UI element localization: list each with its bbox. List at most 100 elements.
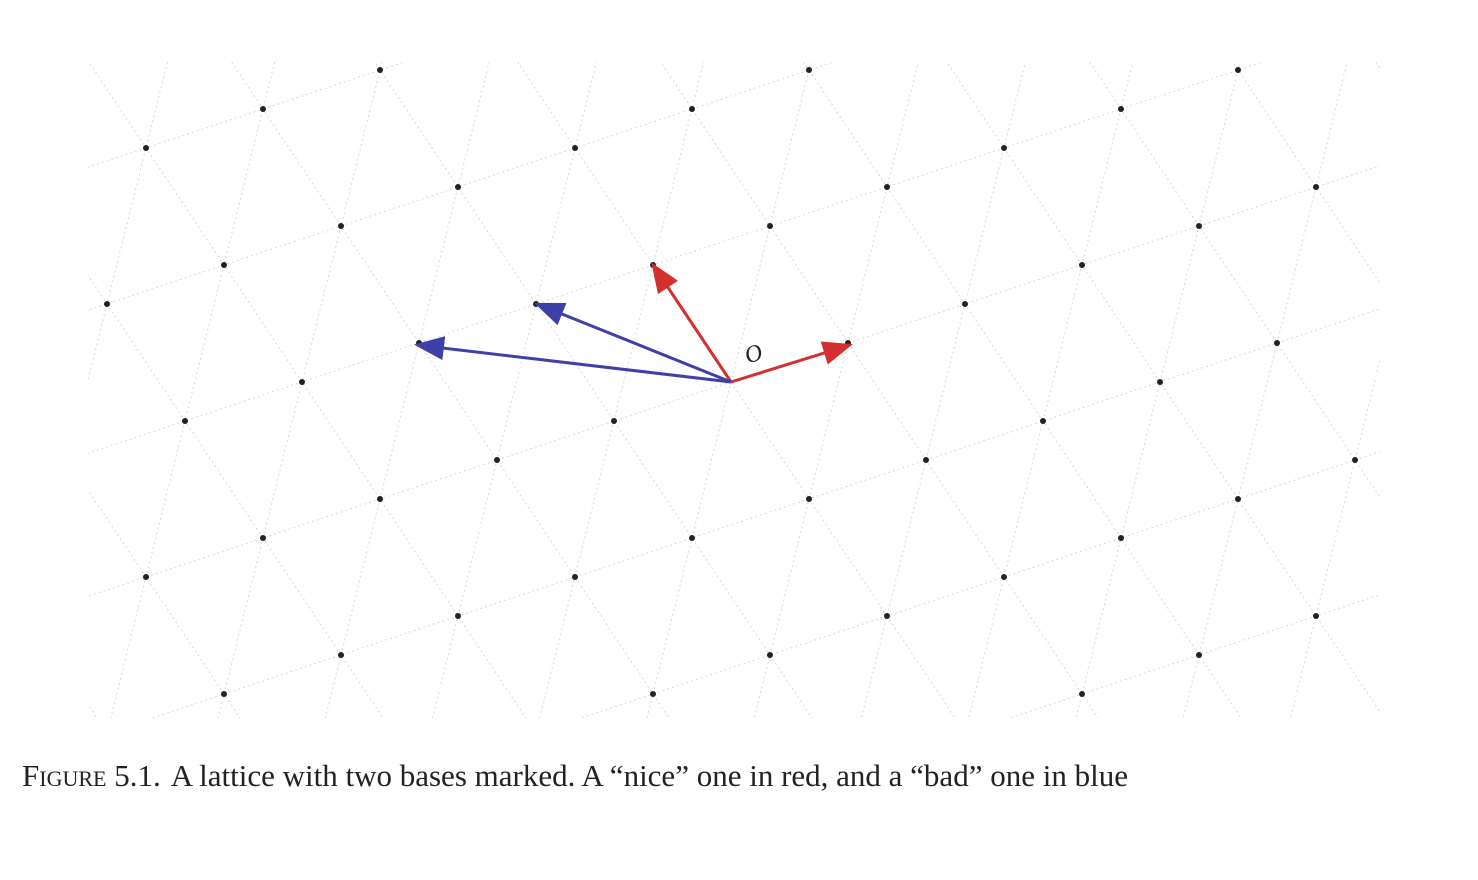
- blue-basis-vector: [534, 302, 732, 384]
- grid-line: [517, 62, 956, 718]
- lattice-point: [1157, 379, 1163, 385]
- lattice-points: [104, 67, 1358, 697]
- red-basis-vector: [651, 262, 733, 383]
- grid-line: [0, 0, 1478, 740]
- lattice-point: [338, 652, 344, 658]
- lattice-point: [1352, 457, 1358, 463]
- grid-line: [0, 0, 1478, 740]
- grid-line: [0, 538, 1478, 740]
- grid-line: [88, 165, 1380, 597]
- lattice-point: [143, 574, 149, 580]
- grid-line: [0, 70, 1478, 740]
- grid-line: [1182, 62, 1348, 718]
- grid-line: [324, 62, 490, 718]
- grid-line: [1472, 0, 1478, 740]
- grid-line: [0, 655, 1478, 740]
- grid-line: [0, 0, 1478, 740]
- grid-line: [88, 703, 98, 718]
- lattice-figure: O: [0, 0, 1478, 740]
- grid-line: [0, 0, 1478, 226]
- grid-line: [860, 62, 1027, 718]
- lattice-point: [650, 691, 656, 697]
- caption: Figure 5.1. A lattice with two bases mark…: [22, 752, 1442, 800]
- grid-line: [1004, 0, 1478, 740]
- lattice-point: [1313, 613, 1319, 619]
- lattice-point: [1196, 223, 1202, 229]
- grid-line: [1375, 62, 1380, 70]
- caption-text: A lattice with two bases marked. A “nice…: [170, 758, 1128, 793]
- lattice-point: [260, 535, 266, 541]
- grid-line: [0, 0, 1478, 109]
- grid-line: [0, 0, 1478, 226]
- grid-line: [0, 0, 1478, 740]
- grid-line: [803, 62, 1242, 718]
- lattice-point: [377, 67, 383, 73]
- lattice-point: [143, 145, 149, 151]
- grid-line: [1355, 0, 1478, 740]
- lattice-point: [962, 301, 968, 307]
- grid-line: [88, 62, 527, 718]
- lattice-point: [1235, 496, 1241, 502]
- grid-line: [0, 226, 1478, 740]
- grid-line: [374, 62, 813, 718]
- grid-line: [0, 0, 575, 740]
- blue-basis-vector: [414, 336, 732, 384]
- grid-line: [0, 382, 1478, 740]
- lattice-point: [806, 67, 812, 73]
- lattice-point: [689, 106, 695, 112]
- lattice-point: [1118, 535, 1124, 541]
- grid-line: [0, 304, 1478, 740]
- grid-line: [0, 538, 1478, 740]
- grid-line: [150, 308, 1380, 718]
- grid-line: [0, 0, 1478, 538]
- lattice-point: [767, 652, 773, 658]
- lattice-point: [104, 301, 110, 307]
- lattice-point: [884, 613, 890, 619]
- grid-line: [0, 0, 1478, 740]
- grid-line: [0, 0, 1478, 740]
- grid-line: [0, 0, 1478, 460]
- lattice-point: [1079, 262, 1085, 268]
- caption-label: Figure 5.1.: [22, 758, 161, 793]
- grid-line: [1238, 0, 1478, 740]
- lattice-grid: [0, 0, 1478, 740]
- lattice-point: [1313, 184, 1319, 190]
- lattice-point: [1235, 67, 1241, 73]
- lattice-point: [923, 457, 929, 463]
- lattice-point: [260, 106, 266, 112]
- grid-line: [1075, 62, 1241, 718]
- grid-line: [1089, 62, 1380, 499]
- grid-line: [0, 0, 1478, 382]
- lattice-point: [806, 496, 812, 502]
- grid-line: [770, 0, 1478, 740]
- lattice-point: [455, 613, 461, 619]
- lattice-point: [182, 418, 188, 424]
- lattice-point: [572, 574, 578, 580]
- lattice-point: [1001, 145, 1007, 151]
- grid-line: [0, 0, 692, 740]
- lattice-point: [1001, 574, 1007, 580]
- lattice-point: [494, 457, 500, 463]
- grid-line: [217, 62, 383, 718]
- grid-line: [0, 0, 1478, 740]
- grid-line: [0, 0, 107, 740]
- grid-line: [0, 0, 1478, 70]
- lattice-point: [299, 379, 305, 385]
- grid-line: [887, 0, 1478, 740]
- grid-line: [0, 187, 1478, 740]
- grid-line: [1008, 594, 1380, 718]
- grid-line: [660, 62, 1099, 718]
- grid-line: [0, 0, 1478, 740]
- lattice-point: [1118, 106, 1124, 112]
- grid-line: [1121, 0, 1478, 740]
- grid-line: [646, 62, 812, 718]
- grid-line: [0, 0, 1478, 740]
- grid-line: [0, 0, 341, 740]
- grid-line: [946, 62, 1380, 713]
- grid-line: [968, 62, 1134, 718]
- grid-line: [539, 62, 705, 718]
- lattice-point: [572, 145, 578, 151]
- grid-line: [88, 489, 241, 718]
- origin-label: O: [741, 339, 766, 369]
